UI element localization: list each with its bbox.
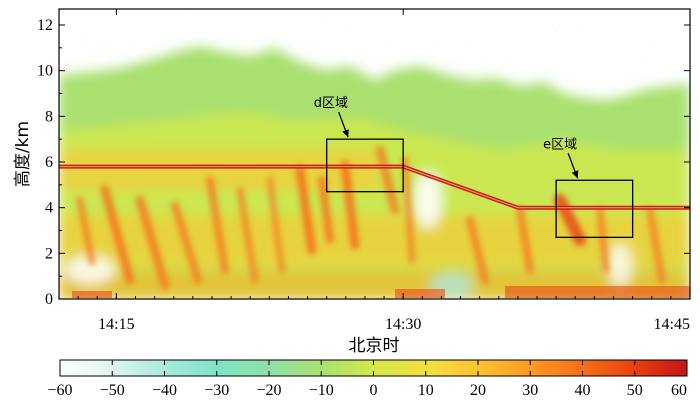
aircraft-track-highlight xyxy=(59,166,690,209)
annotation-box xyxy=(555,179,634,238)
colorbar-tick-label: 0 xyxy=(370,382,378,399)
y-tick-label: 6 xyxy=(45,154,53,171)
fall-streaks xyxy=(76,145,666,290)
colorbar: −60 −50 −40 −30 −20 −10 0 10 20 30 40 50 60 xyxy=(47,359,688,399)
ground-clutter xyxy=(72,286,690,298)
x-tick-label: 14:30 xyxy=(385,316,421,333)
y-tick-label: 12 xyxy=(37,17,53,34)
y-tick-label: 10 xyxy=(37,63,53,80)
colorbar-tick-label: −50 xyxy=(100,382,125,399)
x-tick-label: 14:45 xyxy=(654,316,690,333)
colorbar-tick-label: −60 xyxy=(47,382,72,399)
colorbar-tick-label: −30 xyxy=(204,382,229,399)
colorbar-tick-label: 50 xyxy=(627,382,643,399)
y-tick-label: 0 xyxy=(45,291,53,308)
annotations: d区域 e区域 xyxy=(314,96,634,238)
colorbar-tick-label: 10 xyxy=(418,382,434,399)
colorbar-tick-label: −10 xyxy=(309,382,334,399)
annotation-label: d区域 xyxy=(314,96,348,111)
colorbar-tick-label: −20 xyxy=(256,382,281,399)
gap-middle xyxy=(414,172,442,228)
colorbar-tick-label: 30 xyxy=(522,382,538,399)
gap-left xyxy=(65,256,115,284)
y-axis-title: 高度/km xyxy=(13,121,33,187)
colorbar-tick-label: 60 xyxy=(671,382,687,399)
colorbar-tick-label: 40 xyxy=(575,382,591,399)
colorbar-tick-label: 20 xyxy=(470,382,486,399)
annotation-box xyxy=(326,138,404,193)
annotation-arrowhead xyxy=(342,129,349,138)
x-axis-title: 北京时 xyxy=(349,336,400,356)
x-axis: 14:15 14:30 14:45 xyxy=(77,9,691,333)
annotation-arrowhead xyxy=(571,170,579,179)
annotation-label: e区域 xyxy=(543,137,577,152)
gap-right xyxy=(608,243,632,287)
y-tick-label: 2 xyxy=(45,245,53,262)
y-tick-label: 8 xyxy=(45,108,53,125)
y-axis: 0 2 4 6 8 10 12 xyxy=(37,17,690,308)
colorbar-ticks: −60 −50 −40 −30 −20 −10 0 10 20 30 40 50 60 xyxy=(47,360,688,399)
echo-band-upper xyxy=(59,150,379,190)
plot-area xyxy=(58,8,691,300)
plot-frame xyxy=(58,8,691,300)
y-tick-label: 4 xyxy=(45,200,53,217)
x-tick-label: 14:15 xyxy=(98,316,134,333)
colorbar-tick-label: −40 xyxy=(152,382,177,399)
